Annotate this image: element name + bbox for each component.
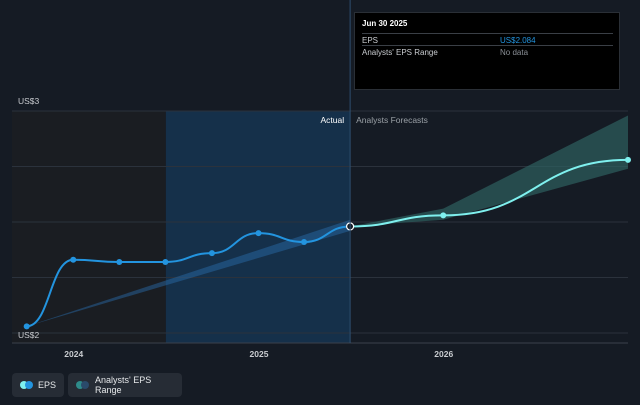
tooltip-eps-label: EPS bbox=[362, 36, 379, 45]
eps-point bbox=[162, 258, 169, 265]
eps-point bbox=[116, 258, 123, 265]
tooltip-range-value: No data bbox=[500, 48, 529, 57]
legend-item-range[interactable]: Analysts' EPS Range bbox=[68, 373, 182, 397]
tooltip-range-label: Analysts' EPS Range bbox=[362, 48, 438, 57]
range-bands bbox=[26, 115, 628, 327]
forecast-point bbox=[625, 156, 631, 163]
range-legend-icon bbox=[76, 381, 89, 389]
tooltip-date: Jun 30 2025 bbox=[362, 19, 408, 28]
x-tick-label-2025: 2025 bbox=[250, 349, 269, 359]
x-tick-label-2026: 2026 bbox=[434, 349, 453, 359]
y-tick-label-bottom: US$2 bbox=[18, 330, 40, 340]
past-trend-band bbox=[26, 219, 351, 327]
past-period-shade bbox=[12, 111, 166, 343]
tooltip-row-eps: EPS US$2.084 bbox=[362, 33, 613, 46]
eps-point bbox=[301, 238, 308, 245]
highlight-region bbox=[165, 111, 351, 343]
gridlines bbox=[12, 110, 628, 344]
legend-item-eps[interactable]: EPS bbox=[12, 373, 64, 397]
forecast-region-label: Analysts Forecasts bbox=[356, 115, 428, 125]
tooltip-row-range: Analysts' EPS Range No data bbox=[362, 45, 613, 58]
eps-legend-icon bbox=[20, 381, 33, 389]
eps-point bbox=[208, 250, 215, 257]
forecast-range-band bbox=[350, 115, 628, 227]
eps-point bbox=[255, 230, 262, 237]
legend-eps-label: EPS bbox=[37, 380, 56, 390]
eps-point bbox=[23, 323, 30, 330]
y-tick-label-top: US$3 bbox=[18, 96, 40, 106]
forecast-line bbox=[350, 158, 629, 228]
eps-point bbox=[70, 256, 77, 263]
tooltip: Jun 30 2025 EPS US$2.084 Analysts' EPS R… bbox=[354, 12, 620, 90]
x-tick-label-2024: 2024 bbox=[64, 349, 83, 359]
tooltip-eps-value: US$2.084 bbox=[500, 36, 536, 45]
legend-range-label: Analysts' EPS Range bbox=[94, 375, 152, 395]
forecast-point bbox=[440, 212, 447, 219]
actual-region-label: Actual bbox=[320, 115, 344, 125]
